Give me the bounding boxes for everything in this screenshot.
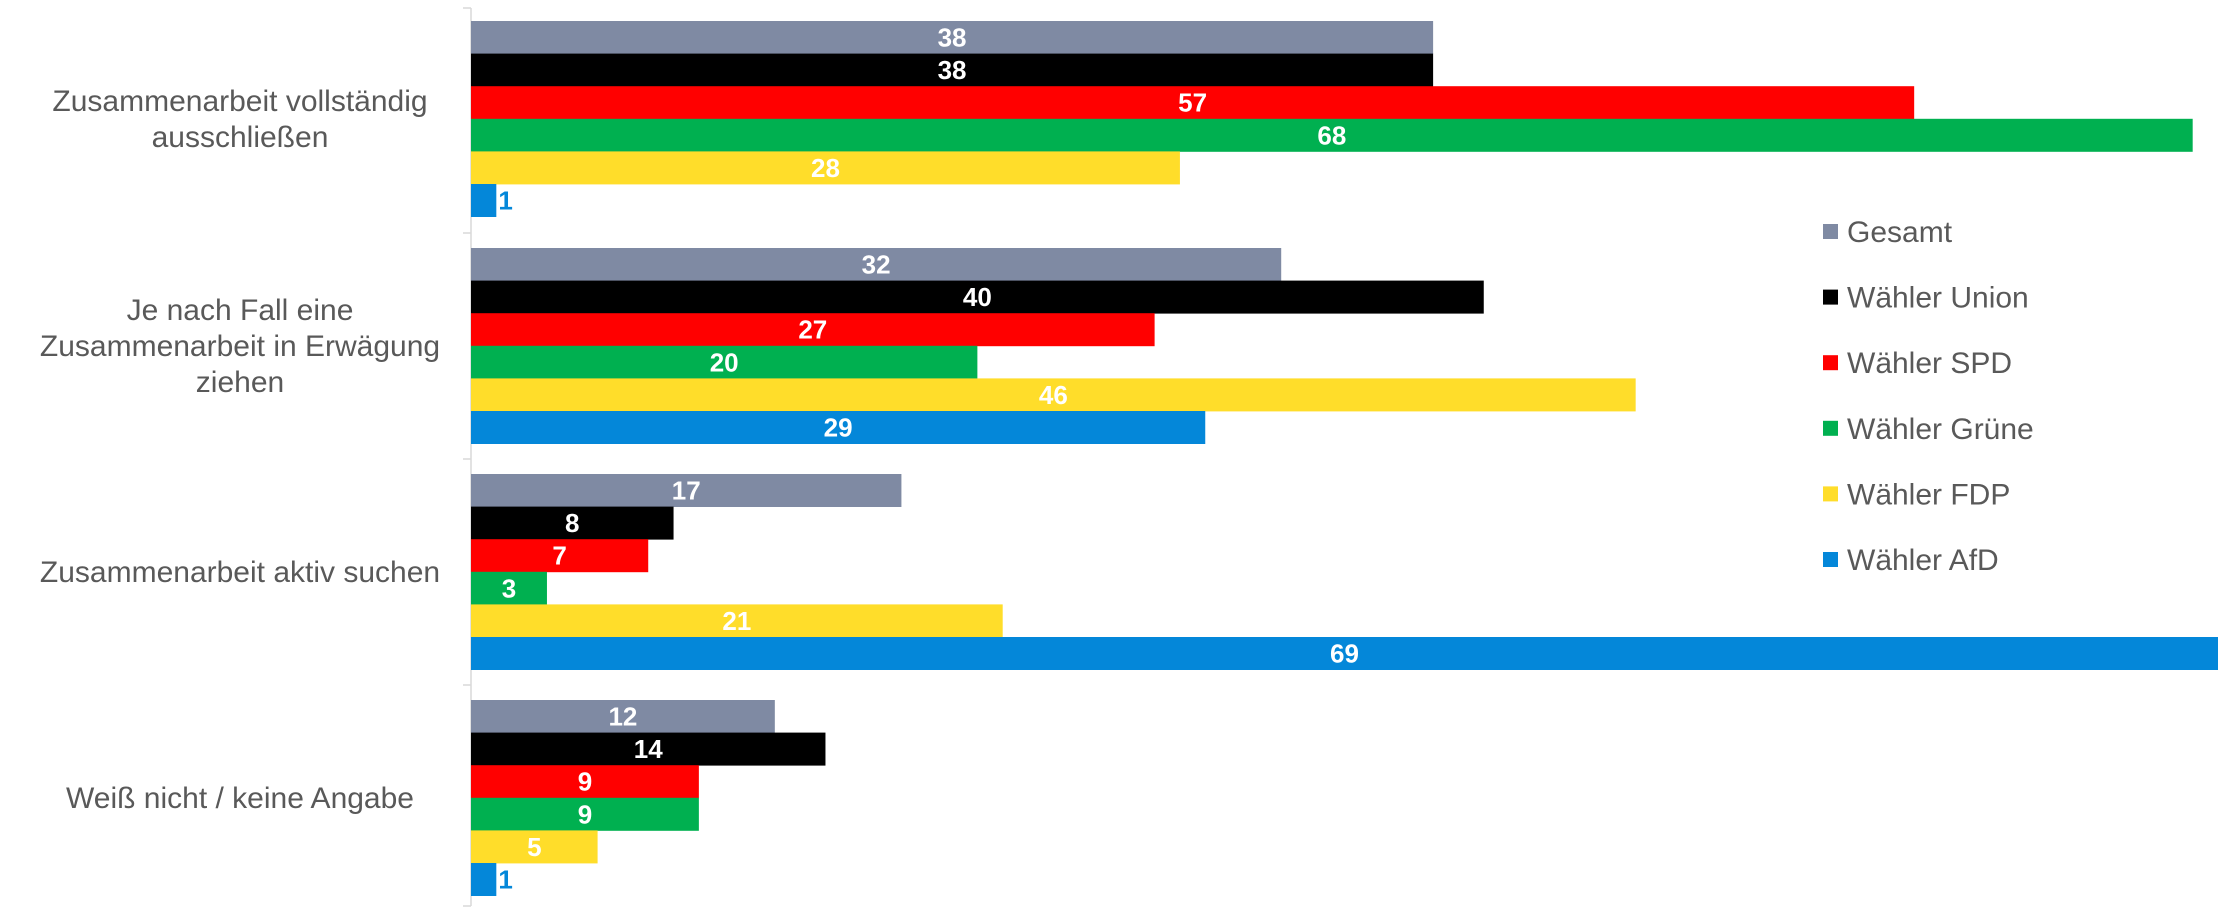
bar [471,151,1180,185]
bar [471,700,775,733]
data-label: 9 [578,767,592,797]
legend-swatch [1823,224,1838,239]
bar [471,378,1636,412]
legend-label: Wähler Grüne [1847,413,2034,446]
bar [471,313,1155,347]
bar [471,506,674,540]
category-label-line: Weiß nicht / keine Angabe [66,782,414,815]
data-label: 38 [938,55,967,85]
category-label: Zusammenarbeit aktiv suchen [40,556,440,589]
data-label: 14 [634,734,663,764]
category-label-line: ziehen [196,366,284,399]
bar [471,539,649,573]
data-label: 1 [498,186,512,216]
data-label: 5 [527,832,541,862]
data-label: 7 [552,541,566,571]
bar [471,280,1484,314]
data-label: 46 [1039,380,1068,410]
bar [471,830,598,864]
data-label: 12 [608,702,637,732]
bar [471,604,1003,638]
bar [471,765,699,799]
category-label-line: ausschließen [152,121,329,154]
data-label: 29 [824,413,853,443]
bar [471,411,1206,444]
data-label: 8 [565,508,579,538]
category-label-line: Zusammenarbeit in Erwägung [40,330,440,363]
data-label: 17 [672,476,701,506]
legend: Gesamt Wähler Union Wähler SPD Wähler Grüne… [1823,216,2034,577]
bar [471,863,497,896]
bar [471,86,1915,120]
legend-swatch [1823,355,1838,371]
bar [471,732,826,766]
data-label: 20 [710,347,739,377]
data-label: 28 [811,153,840,183]
legend-swatch [1823,420,1838,436]
data-label: 27 [798,315,827,345]
bars [471,21,2218,896]
legend-swatch [1823,486,1838,502]
legend-swatch [1823,552,1838,567]
legend-label: Wähler FDP [1847,478,2010,511]
legend-swatch [1823,289,1838,305]
legend-label: Gesamt [1847,216,1953,249]
data-label: 40 [963,282,992,312]
legend-label: Wähler AfD [1847,544,1999,577]
data-label: 21 [722,606,751,636]
bar [471,53,1434,87]
category-label: Zusammenarbeit vollständig ausschließen [52,85,427,154]
bar [471,21,1434,54]
category-label-line: Zusammenarbeit vollständig [52,85,427,118]
bar [471,248,1282,281]
data-label: 69 [1330,639,1359,669]
legend-label: Wähler Union [1847,282,2029,315]
category-label: Weiß nicht / keine Angabe [66,782,414,815]
bar [471,118,2193,152]
data-label: 9 [578,799,592,829]
bar [471,637,2218,670]
data-label: 3 [502,573,516,603]
legend-label: Wähler SPD [1847,347,2012,380]
data-label: 32 [862,250,891,280]
data-label: 68 [1317,120,1346,150]
category-label: Je nach Fall eine Zusammenarbeit in Erwäg… [40,294,440,399]
bar [471,474,902,507]
data-label: 57 [1178,88,1207,118]
category-label-line: Zusammenarbeit aktiv suchen [40,556,440,589]
category-label-line: Je nach Fall eine [127,294,354,327]
bar [471,184,497,217]
bar [471,797,699,831]
bar [471,345,978,379]
bar [471,571,547,605]
data-label: 1 [498,865,512,895]
data-label: 38 [938,23,967,53]
category-axis [463,7,472,907]
category-labels: Zusammenarbeit vollständig ausschließen Je… [40,85,440,815]
